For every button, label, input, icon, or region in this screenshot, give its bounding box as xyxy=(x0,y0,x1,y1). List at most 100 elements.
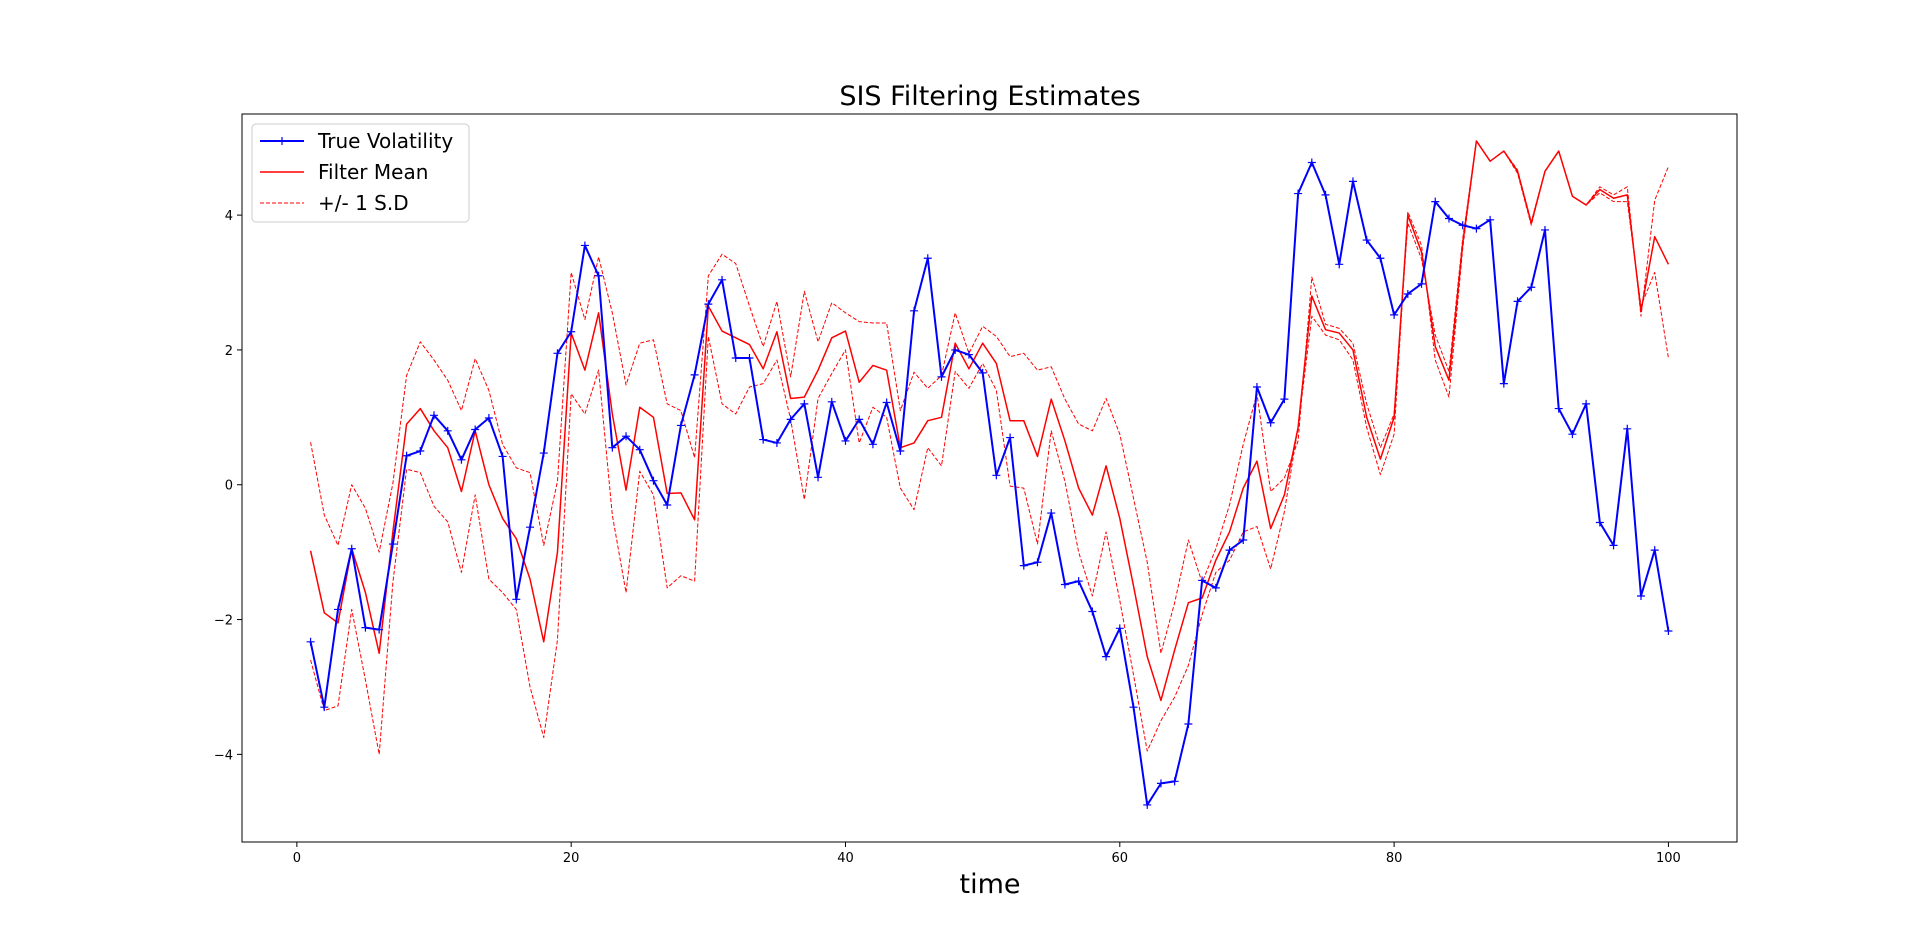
data-point-marker xyxy=(1444,214,1453,223)
data-point-marker xyxy=(951,345,960,354)
data-point-marker xyxy=(1348,177,1357,186)
data-point-marker xyxy=(1390,310,1399,319)
data-point-marker xyxy=(1362,236,1371,245)
data-point-marker xyxy=(1033,558,1042,567)
x-axis-label: time xyxy=(959,869,1020,900)
data-point-marker xyxy=(1472,224,1481,233)
data-point-marker xyxy=(923,254,932,263)
data-point-marker xyxy=(1266,418,1275,427)
legend-box xyxy=(251,123,470,223)
data-point-marker xyxy=(622,432,631,441)
legend-label: Filter Mean xyxy=(318,160,428,184)
x-tick-label: 80 xyxy=(1386,851,1403,866)
data-point-marker xyxy=(1088,607,1097,616)
data-point-marker xyxy=(416,447,425,456)
data-point-marker xyxy=(430,411,439,420)
data-point-marker xyxy=(388,540,397,549)
y-tick-label: 0 xyxy=(225,479,233,494)
data-point-marker xyxy=(1540,225,1549,234)
data-point-marker xyxy=(1582,399,1591,408)
data-point-marker xyxy=(1650,546,1659,555)
data-point-marker xyxy=(1609,541,1618,550)
data-point-marker xyxy=(306,637,315,646)
data-point-marker xyxy=(786,415,795,424)
series-line-1 xyxy=(309,140,1670,702)
data-point-marker xyxy=(1019,561,1028,570)
data-point-marker xyxy=(1115,624,1124,633)
data-point-marker xyxy=(1499,379,1508,388)
data-point-marker xyxy=(1239,536,1248,545)
data-point-marker xyxy=(1143,800,1152,809)
data-point-marker xyxy=(868,440,877,449)
data-point-marker xyxy=(841,436,850,445)
data-point-marker xyxy=(1595,518,1604,527)
data-point-marker xyxy=(1074,577,1083,586)
series-layer xyxy=(306,140,1673,809)
data-point-marker xyxy=(1225,546,1234,555)
data-point-marker xyxy=(1513,297,1522,306)
data-point-marker xyxy=(471,425,480,434)
data-point-marker xyxy=(1554,404,1563,413)
data-point-marker xyxy=(1006,433,1015,442)
data-point-marker xyxy=(1211,583,1220,592)
data-point-marker xyxy=(635,445,644,454)
data-point-marker xyxy=(512,595,521,604)
data-point-marker xyxy=(539,449,548,458)
plot-frame xyxy=(241,113,1738,843)
data-point-marker xyxy=(1198,576,1207,585)
legend-label: True Volatility xyxy=(317,129,453,153)
x-tick-label: 0 xyxy=(293,851,301,866)
data-point-marker xyxy=(526,523,535,532)
x-tick-label: 40 xyxy=(837,851,854,866)
data-point-marker xyxy=(745,354,754,363)
data-point-marker xyxy=(334,605,343,614)
data-point-marker xyxy=(1623,424,1632,433)
data-point-marker xyxy=(1431,197,1440,206)
data-point-marker xyxy=(1458,221,1467,230)
legend: True Volatility Filter Mean +/- 1 S.D xyxy=(251,123,470,223)
data-point-marker xyxy=(910,306,919,315)
data-point-marker xyxy=(1568,430,1577,439)
data-point-marker xyxy=(814,473,823,482)
data-point-marker xyxy=(1417,279,1426,288)
data-point-marker xyxy=(1060,580,1069,589)
data-point-marker xyxy=(498,452,507,461)
data-point-marker xyxy=(731,354,740,363)
data-point-marker xyxy=(1184,720,1193,729)
data-point-marker xyxy=(1294,189,1303,198)
data-point-marker xyxy=(1252,383,1261,391)
data-point-marker xyxy=(594,271,603,280)
data-point-marker xyxy=(1486,215,1495,224)
data-point-marker xyxy=(1170,777,1179,786)
series-line-3 xyxy=(310,140,1669,755)
data-point-marker xyxy=(855,415,864,424)
data-point-marker xyxy=(800,399,809,408)
y-tick-label: −2 xyxy=(214,614,233,629)
data-point-marker xyxy=(1335,260,1344,269)
data-point-marker xyxy=(1156,779,1165,788)
x-axis: 0 20 40 60 80 100 xyxy=(293,842,1681,866)
data-point-marker xyxy=(992,471,1001,480)
y-tick-label: 4 xyxy=(225,209,233,224)
data-point-marker xyxy=(1403,289,1412,298)
data-point-marker xyxy=(375,625,384,634)
data-point-marker xyxy=(827,397,836,406)
data-point-marker xyxy=(1321,190,1330,199)
data-point-marker xyxy=(663,500,672,509)
data-point-marker xyxy=(1664,627,1673,636)
data-point-marker xyxy=(772,438,781,447)
data-point-marker xyxy=(402,451,411,460)
data-point-marker xyxy=(1102,652,1111,661)
data-point-marker xyxy=(484,414,493,423)
x-tick-label: 60 xyxy=(1112,851,1129,866)
series-line-2 xyxy=(310,140,1669,654)
data-point-marker xyxy=(882,398,891,407)
data-point-marker xyxy=(608,443,617,452)
series-line-0 xyxy=(309,161,1670,806)
y-tick-label: 2 xyxy=(225,344,233,359)
data-point-marker xyxy=(1129,703,1138,712)
legend-label: +/- 1 S.D xyxy=(318,191,409,215)
data-point-marker xyxy=(1636,591,1645,600)
data-point-marker xyxy=(964,350,973,359)
